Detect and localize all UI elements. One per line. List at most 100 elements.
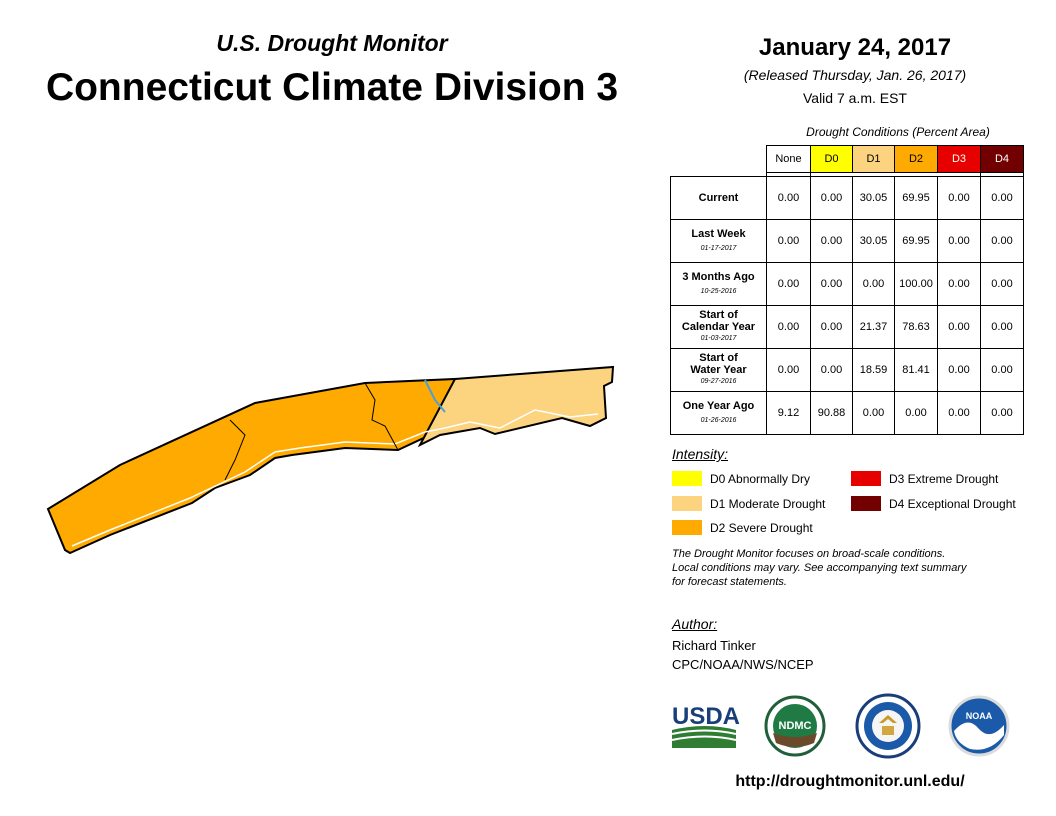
row-date: 10-25-2016 <box>700 287 737 295</box>
col-d1: D1 <box>852 145 895 173</box>
row-date: 01-03-2017 <box>700 335 737 342</box>
release-date: (Released Thursday, Jan. 26, 2017) <box>743 67 967 83</box>
value-none: 0.00 <box>766 262 811 306</box>
intensity-title: Intensity: <box>672 446 729 462</box>
value-none: 0.00 <box>766 176 811 220</box>
connecticut-river <box>424 379 446 413</box>
table-row: Current 0.00 0.00 30.05 69.95 0.00 0.00 <box>670 176 1024 220</box>
legend-label: D3 Extreme Drought <box>889 471 999 486</box>
value-none: 0.00 <box>766 219 811 263</box>
legend-d3: D3 Extreme Drought <box>851 471 998 486</box>
value-d2: 0.00 <box>894 391 938 435</box>
table-row: Start of Water Year 09-27-2016 0.00 0.00 1… <box>670 348 1024 392</box>
legend-d4: D4 Exceptional Drought <box>851 496 1016 511</box>
value-d2: 69.95 <box>894 219 938 263</box>
row-label: Last Week 01-17-2017 <box>670 219 767 263</box>
ndmc-logo-icon: NDMC <box>764 695 826 757</box>
value-d2: 78.63 <box>894 305 938 349</box>
usda-logo-icon: USDA <box>671 703 740 748</box>
value-d0: 0.00 <box>810 262 853 306</box>
legend-d1: D1 Moderate Drought <box>672 496 825 511</box>
legend-swatch-d4 <box>851 496 881 511</box>
d1-moderate-drought-area <box>417 365 615 448</box>
value-d0: 90.88 <box>810 391 853 435</box>
row-label: Current <box>670 176 767 220</box>
value-d3: 0.00 <box>937 305 981 349</box>
valid-time: Valid 7 a.m. EST <box>802 90 907 106</box>
legend-label: D2 Severe Drought <box>710 520 813 535</box>
table-row: Start of Calendar Year 01-03-2017 0.00 0.0… <box>670 305 1024 349</box>
value-d4: 0.00 <box>980 219 1024 263</box>
row-date: 09-27-2016 <box>700 378 737 385</box>
col-d3: D3 <box>937 145 981 173</box>
svg-text:NDMC: NDMC <box>779 720 812 732</box>
table-row: 3 Months Ago 10-25-2016 0.00 0.00 0.00 10… <box>670 262 1024 306</box>
table-row: One Year Ago 01-26-2016 9.12 90.88 0.00 0… <box>670 391 1024 435</box>
row-label: One Year Ago 01-26-2016 <box>670 391 767 435</box>
svg-text:NOAA: NOAA <box>966 711 993 721</box>
noaa-logo-icon: NOAA <box>948 695 1010 757</box>
legend-swatch-d3 <box>851 471 881 486</box>
value-d3: 0.00 <box>937 176 981 220</box>
legend-label: D4 Exceptional Drought <box>889 496 1016 511</box>
drought-map <box>46 365 615 555</box>
map-title: Connecticut Climate Division 3 <box>45 66 619 109</box>
legend-d0: D0 Abnormally Dry <box>672 471 810 486</box>
legend-swatch-d1 <box>672 496 702 511</box>
value-d4: 0.00 <box>980 305 1024 349</box>
table-row: Last Week 01-17-2017 0.00 0.00 30.05 69.9… <box>670 219 1024 263</box>
d2-severe-drought-area <box>46 377 457 555</box>
legend-swatch-d0 <box>672 471 702 486</box>
row-label: Start of Water Year 09-27-2016 <box>670 348 767 392</box>
col-d4: D4 <box>980 145 1024 173</box>
value-d3: 0.00 <box>937 348 981 392</box>
value-d0: 0.00 <box>810 176 853 220</box>
svg-text:USDA: USDA <box>672 703 740 730</box>
col-d2: D2 <box>894 145 938 173</box>
value-d3: 0.00 <box>937 391 981 435</box>
value-d4: 0.00 <box>980 176 1024 220</box>
value-d1: 30.05 <box>852 219 895 263</box>
value-d1: 18.59 <box>852 348 895 392</box>
value-d4: 0.00 <box>980 262 1024 306</box>
value-none: 0.00 <box>766 305 811 349</box>
commerce-seal-icon <box>855 693 921 759</box>
col-none: None <box>766 145 811 173</box>
legend-label: D1 Moderate Drought <box>710 496 826 511</box>
county-boundary <box>224 382 399 481</box>
disclaimer-note: The Drought Monitor focuses on broad-sca… <box>672 548 967 588</box>
value-d2: 81.41 <box>894 348 938 392</box>
value-d2: 69.95 <box>894 176 938 220</box>
valid-date: January 24, 2017 <box>758 34 952 61</box>
value-d1: 0.00 <box>852 391 895 435</box>
author-organization: CPC/NOAA/NWS/NCEP <box>672 657 814 672</box>
conditions-caption: Drought Conditions (Percent Area) <box>806 125 990 139</box>
legend-swatch-d2 <box>672 520 702 535</box>
row-date: 01-17-2017 <box>700 244 737 252</box>
value-d4: 0.00 <box>980 391 1024 435</box>
website-link[interactable]: http://droughtmonitor.unl.edu/ <box>735 773 965 790</box>
legend-d2: D2 Severe Drought <box>672 520 813 535</box>
author-name: Richard Tinker <box>672 638 756 653</box>
row-label: 3 Months Ago 10-25-2016 <box>670 262 767 306</box>
value-d1: 0.00 <box>852 262 895 306</box>
value-none: 9.12 <box>766 391 811 435</box>
value-none: 0.00 <box>766 348 811 392</box>
value-d1: 30.05 <box>852 176 895 220</box>
value-d0: 0.00 <box>810 348 853 392</box>
value-d0: 0.00 <box>810 305 853 349</box>
author-label: Author: <box>672 616 718 632</box>
row-label: Start of Calendar Year 01-03-2017 <box>670 305 767 349</box>
legend-label: D0 Abnormally Dry <box>710 471 811 486</box>
value-d3: 0.00 <box>937 219 981 263</box>
value-d0: 0.00 <box>810 219 853 263</box>
value-d4: 0.00 <box>980 348 1024 392</box>
conditions-header-row: None D0 D1 D2 D3 D4 <box>671 145 1024 173</box>
value-d1: 21.37 <box>852 305 895 349</box>
conditions-table: None D0 D1 D2 D3 D4 Current 0.00 0.00 30… <box>670 145 1024 435</box>
value-d2: 100.00 <box>894 262 938 306</box>
map-subtitle: U.S. Drought Monitor <box>216 30 448 56</box>
row-date: 01-26-2016 <box>700 416 737 424</box>
col-d0: D0 <box>810 145 853 173</box>
value-d3: 0.00 <box>937 262 981 306</box>
